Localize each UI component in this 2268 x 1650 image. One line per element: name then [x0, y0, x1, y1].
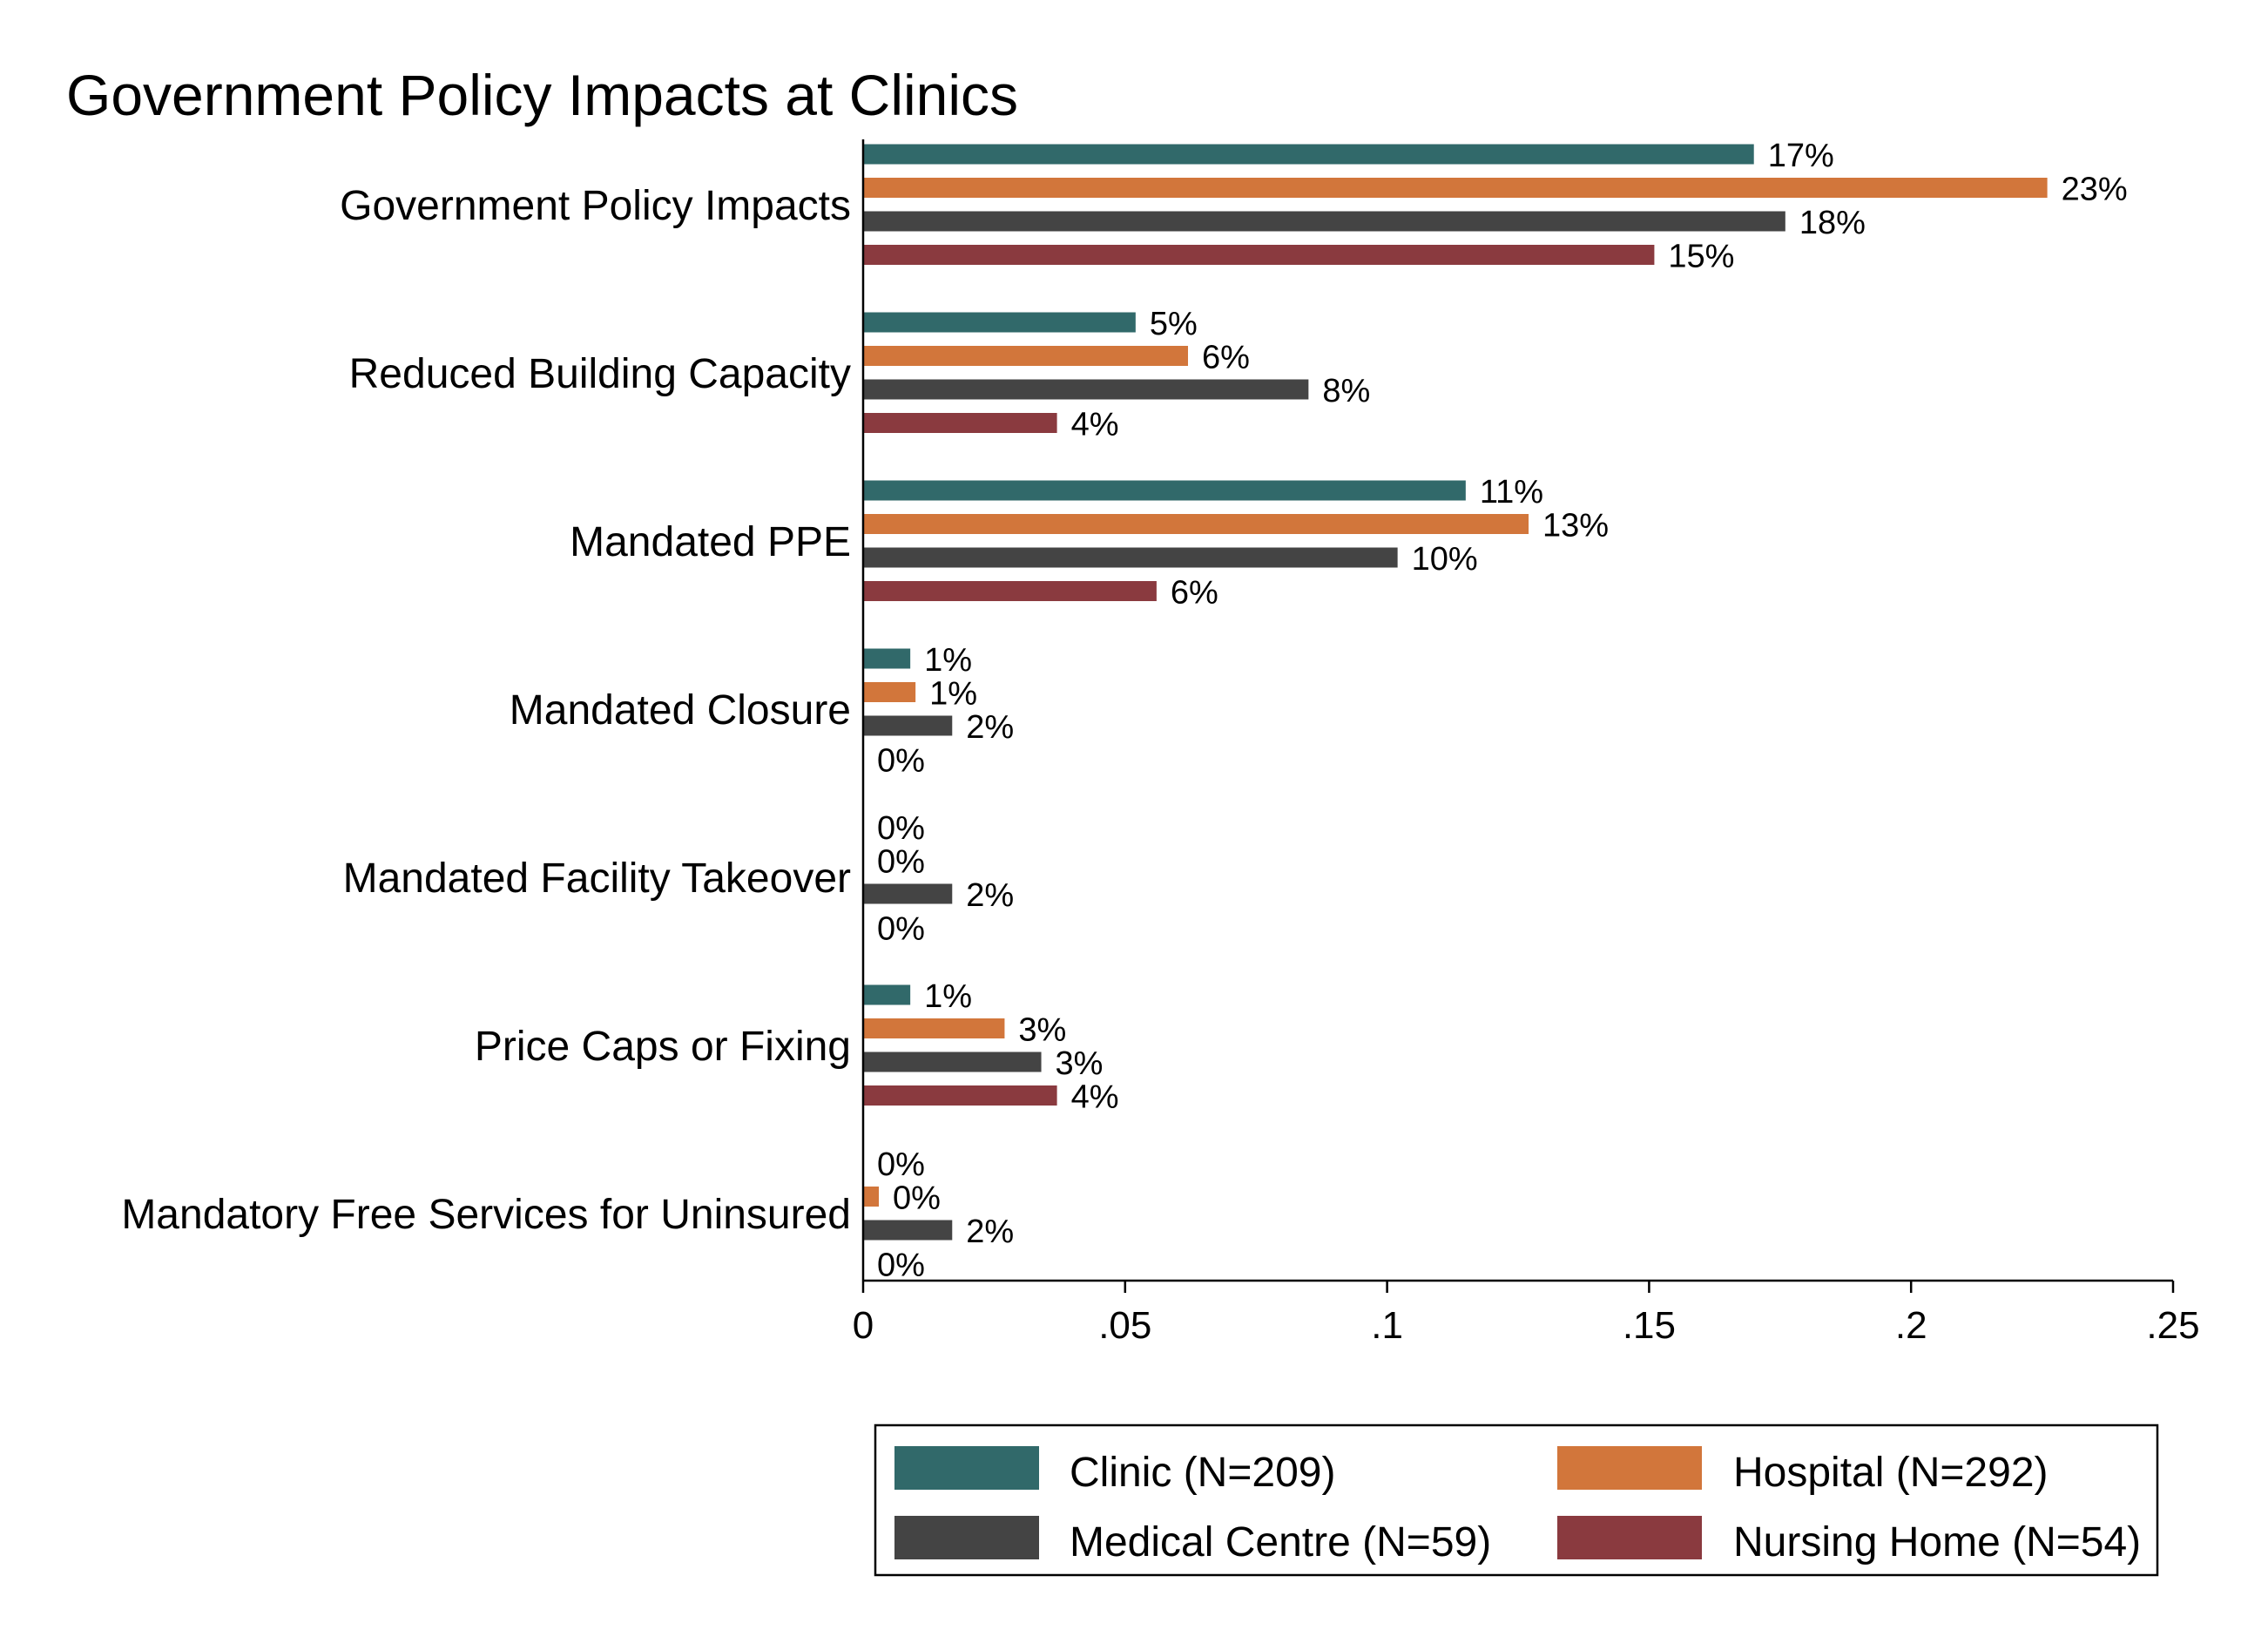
data-label: 10% [1412, 541, 1478, 578]
data-label: 0% [877, 810, 925, 847]
data-label: 0% [877, 1248, 925, 1284]
data-label: 4% [1071, 407, 1119, 443]
bar [863, 581, 1157, 601]
bar [863, 211, 1785, 232]
data-label: 5% [1150, 306, 1198, 342]
legend-label: Hospital (N=292) [1733, 1450, 2049, 1496]
legend-swatch [1557, 1516, 1702, 1559]
data-label: 13% [1542, 508, 1609, 544]
category-label: Mandated Facility Takeover [343, 855, 851, 902]
bar [863, 514, 1529, 534]
data-label: 17% [1768, 138, 1834, 174]
data-label: 11% [1480, 474, 1543, 511]
data-label: 23% [2062, 172, 2128, 208]
bar [863, 883, 953, 904]
legend-box [874, 1423, 2159, 1577]
data-label: 4% [1071, 1079, 1119, 1116]
bar [863, 312, 1136, 333]
x-tick-label: .25 [2146, 1304, 2199, 1347]
data-label: 18% [1799, 205, 1866, 241]
bar [863, 1085, 1057, 1106]
category-label: Mandated Closure [510, 687, 851, 734]
bar [863, 682, 916, 702]
x-axis: 0 .05 .1 .15 .2 .25 [853, 139, 2200, 1347]
legend-swatch [894, 1446, 1039, 1490]
bar [863, 178, 2048, 198]
data-label: 0% [877, 844, 925, 881]
data-label: 0% [877, 743, 925, 780]
category-labels: Government Policy Impacts Reduced Buildin… [121, 183, 851, 1238]
category-label: Mandatory Free Services for Uninsured [121, 1192, 851, 1238]
x-tick-label: .2 [1895, 1304, 1927, 1347]
data-label: 2% [966, 1214, 1014, 1250]
category-label: Price Caps or Fixing [475, 1024, 851, 1070]
legend: Clinic (N=209) Hospital (N=292) Medical Ce… [874, 1423, 2159, 1577]
legend-label: Clinic (N=209) [1070, 1450, 1335, 1496]
bar [863, 379, 1309, 400]
bar [863, 1018, 1005, 1038]
bar [863, 346, 1188, 366]
bar [863, 413, 1057, 433]
data-label: 1% [924, 978, 972, 1015]
data-label: 15% [1668, 239, 1734, 275]
bar [863, 547, 1398, 568]
category-label: Government Policy Impacts [340, 183, 851, 229]
bar [863, 1187, 880, 1207]
legend-swatch [894, 1516, 1039, 1559]
data-label: 3% [1018, 1012, 1066, 1049]
data-label: 3% [1056, 1045, 1104, 1082]
bars-layer: 17%23%18%15%5%6%8%4%11%13%10%6%1%1%2%0%0… [863, 138, 2128, 1284]
bar [863, 984, 911, 1005]
data-label: 6% [1171, 575, 1218, 612]
bar [863, 1052, 1042, 1072]
data-label: 1% [929, 676, 977, 713]
category-label: Reduced Building Capacity [349, 351, 851, 397]
data-label: 6% [1202, 340, 1250, 376]
data-label: 1% [924, 642, 972, 679]
bar [863, 715, 953, 736]
x-tick-label: 0 [853, 1304, 874, 1347]
legend-label: Nursing Home (N=54) [1733, 1519, 2141, 1565]
category-label: Mandated PPE [570, 519, 851, 565]
data-label: 2% [966, 877, 1014, 914]
x-tick-label: .05 [1098, 1304, 1151, 1347]
legend-swatch [1557, 1446, 1702, 1490]
bar [863, 1220, 953, 1241]
bar [863, 144, 1754, 165]
data-label: 8% [1322, 373, 1370, 409]
data-label: 0% [893, 1180, 941, 1217]
bar [863, 480, 1466, 501]
legend-label: Medical Centre (N=59) [1070, 1519, 1491, 1565]
data-label: 0% [877, 1146, 925, 1183]
data-label: 0% [877, 911, 925, 948]
chart-title: Government Policy Impacts at Clinics [66, 63, 1018, 127]
x-tick-label: .15 [1623, 1304, 1676, 1347]
data-label: 2% [966, 709, 1014, 746]
bar [863, 245, 1655, 265]
x-tick-label: .1 [1371, 1304, 1403, 1347]
bar [863, 648, 911, 669]
